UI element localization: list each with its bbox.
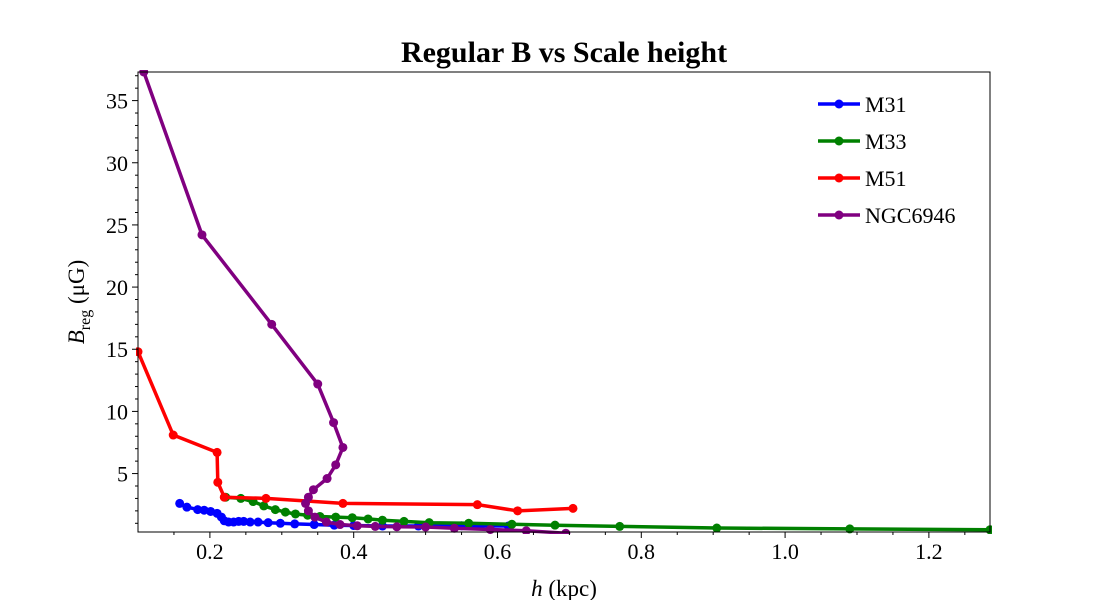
y-axis-label-unit: (μG) bbox=[64, 260, 89, 310]
legend: M31 M33 M51 NGC6946 bbox=[818, 92, 955, 228]
series-line-ngc6946 bbox=[142, 71, 566, 534]
data-point-ngc6946 bbox=[561, 528, 571, 534]
data-point-ngc6946 bbox=[313, 379, 323, 389]
data-point-ngc6946 bbox=[322, 474, 332, 484]
legend-marker-ngc6946 bbox=[834, 210, 844, 220]
data-point-m31 bbox=[309, 520, 319, 530]
data-point-m31 bbox=[193, 505, 203, 515]
data-point-m31 bbox=[290, 519, 300, 529]
data-point-m51 bbox=[338, 498, 348, 508]
y-axis-label-symbol: B bbox=[64, 330, 89, 344]
data-point-m33 bbox=[712, 523, 722, 533]
x-tick-label: 0.4 bbox=[340, 539, 368, 564]
data-point-m33 bbox=[464, 518, 474, 528]
data-point-m33 bbox=[270, 505, 280, 515]
data-point-ngc6946 bbox=[370, 521, 380, 531]
data-point-m33 bbox=[399, 516, 409, 526]
y-tick-label: 20 bbox=[106, 275, 128, 300]
data-point-m51 bbox=[168, 430, 178, 440]
x-axis-label-symbol: h bbox=[531, 576, 543, 600]
data-point-m31 bbox=[182, 502, 192, 512]
data-point-ngc6946 bbox=[485, 525, 495, 534]
y-tick-label: 10 bbox=[106, 399, 128, 424]
x-tick-label: 1.0 bbox=[771, 539, 799, 564]
data-point-ngc6946 bbox=[310, 512, 320, 522]
x-axis-label: h (kpc) bbox=[531, 576, 597, 600]
data-layer bbox=[136, 70, 992, 534]
y-tick-label: 5 bbox=[117, 462, 128, 487]
data-point-ngc6946 bbox=[303, 506, 313, 516]
data-point-ngc6946 bbox=[331, 460, 341, 470]
x-tick-label: 0.2 bbox=[196, 539, 224, 564]
legend-label-m33: M33 bbox=[865, 129, 907, 154]
data-point-ngc6946 bbox=[421, 522, 431, 532]
legend-marker-m51 bbox=[834, 173, 844, 183]
data-point-m51 bbox=[219, 492, 229, 502]
data-point-ngc6946 bbox=[197, 230, 207, 240]
data-point-m51 bbox=[513, 506, 523, 516]
data-point-m33 bbox=[347, 513, 357, 523]
y-tick-label: 30 bbox=[106, 151, 128, 176]
legend-marker-m33 bbox=[834, 136, 844, 146]
data-point-ngc6946 bbox=[449, 523, 459, 533]
y-axis-label: Breg (μG) bbox=[64, 260, 94, 345]
data-point-m33 bbox=[615, 521, 625, 531]
data-point-m51 bbox=[472, 500, 482, 510]
data-point-m33 bbox=[331, 512, 341, 522]
data-point-m31 bbox=[245, 517, 255, 527]
data-point-ngc6946 bbox=[329, 418, 339, 428]
data-point-m33 bbox=[259, 501, 269, 511]
data-point-m51 bbox=[212, 447, 222, 457]
legend-marker-m31 bbox=[834, 99, 844, 109]
data-point-m31 bbox=[263, 518, 273, 528]
data-point-m31 bbox=[275, 518, 285, 528]
data-point-m33 bbox=[550, 520, 560, 530]
y-tick-label: 25 bbox=[106, 213, 128, 238]
data-point-m51 bbox=[261, 493, 271, 503]
y-axis: 5 10 15 20 25 30 35 bbox=[106, 75, 138, 524]
data-point-ngc6946 bbox=[338, 442, 348, 452]
x-tick-label: 0.6 bbox=[484, 539, 512, 564]
data-point-m31 bbox=[253, 517, 263, 527]
x-tick-label: 1.2 bbox=[915, 539, 943, 564]
data-point-m51 bbox=[213, 477, 223, 487]
data-point-ngc6946 bbox=[521, 526, 531, 534]
data-point-m31 bbox=[239, 516, 249, 526]
data-point-ngc6946 bbox=[308, 485, 318, 495]
data-point-m33 bbox=[363, 514, 373, 524]
data-point-m33 bbox=[845, 524, 855, 534]
chart-title: Regular B vs Scale height bbox=[401, 36, 727, 69]
data-point-m33 bbox=[280, 507, 290, 517]
data-point-ngc6946 bbox=[321, 517, 331, 527]
legend-label-m51: M51 bbox=[865, 166, 907, 191]
data-point-m33 bbox=[290, 509, 300, 519]
data-point-ngc6946 bbox=[392, 522, 402, 532]
x-axis-label-unit: (kpc) bbox=[543, 576, 597, 600]
series-line-m33 bbox=[225, 495, 991, 532]
data-point-m51 bbox=[568, 503, 578, 513]
data-point-ngc6946 bbox=[267, 319, 277, 329]
series-line-m51 bbox=[136, 351, 574, 513]
data-point-ngc6946 bbox=[301, 498, 311, 508]
plot-frame bbox=[137, 71, 991, 533]
y-tick-label: 15 bbox=[106, 337, 128, 362]
x-axis: 0.2 0.4 0.6 0.8 1.0 1.2 bbox=[173, 532, 966, 564]
data-point-m33 bbox=[507, 519, 517, 529]
data-point-ngc6946 bbox=[335, 520, 345, 530]
data-point-ngc6946 bbox=[352, 521, 362, 531]
legend-label-m31: M31 bbox=[865, 92, 907, 117]
data-point-m33 bbox=[377, 515, 387, 525]
data-point-m31 bbox=[175, 498, 185, 508]
x-tick-label: 0.8 bbox=[628, 539, 656, 564]
legend-label-ngc6946: NGC6946 bbox=[865, 203, 955, 228]
y-tick-label: 35 bbox=[106, 89, 128, 114]
y-axis-label-subscript: reg bbox=[77, 310, 94, 330]
